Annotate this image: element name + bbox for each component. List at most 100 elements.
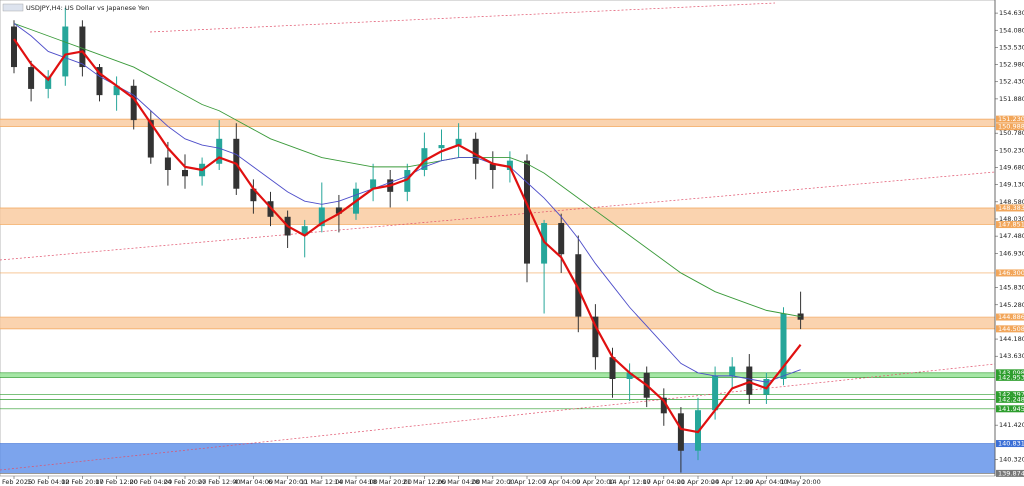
candle-body [472, 138, 479, 164]
candle-body [746, 366, 753, 395]
level-label: 144.508 [998, 325, 1024, 333]
x-tick-label: 14 Mar 04:00 [334, 478, 377, 486]
y-tick-label: 154.080 [999, 26, 1024, 34]
level-box [996, 204, 1024, 212]
level-label: 147.851 [998, 221, 1024, 229]
candles [11, 7, 804, 473]
x-tick-label: 7 Apr 04:00 [542, 478, 580, 486]
y-tick-label: 150.230 [999, 146, 1024, 154]
candle-body [28, 67, 35, 89]
y-tick-label: 152.430 [999, 78, 1024, 86]
x-tick-label: 17 Feb 12:00 [95, 478, 138, 486]
level-box [996, 313, 1024, 321]
candle-body [455, 138, 462, 146]
trend-line [0, 363, 996, 471]
zone [0, 119, 995, 127]
y-tick-label: 151.880 [999, 95, 1024, 103]
candle-body [62, 26, 69, 77]
candle-body [96, 67, 103, 96]
moving-average [13, 38, 802, 434]
level-label: 142.953 [998, 373, 1024, 381]
candle-body [404, 170, 411, 192]
candle-body [113, 85, 120, 96]
x-tick-label: 14 Apr 12:00 [608, 478, 650, 486]
x-tick-label: 10 Feb 04:00 [27, 478, 70, 486]
candle-body [438, 145, 445, 149]
level-box [996, 391, 1024, 399]
candle-body [335, 207, 342, 214]
candle-body [11, 26, 17, 68]
level-label: 142.397 [998, 391, 1024, 399]
candle-body [780, 313, 787, 380]
y-tick-label: 147.480 [999, 232, 1024, 240]
candle-body [130, 85, 137, 121]
candle-body [558, 223, 565, 255]
y-tick-label: 152.980 [999, 61, 1024, 69]
candle-body [147, 120, 154, 158]
trend-line [149, 2, 776, 33]
zone [0, 372, 995, 378]
level-label: 150.988 [998, 123, 1024, 131]
y-tick-label: 145.280 [999, 301, 1024, 309]
level-label: 142.248 [998, 395, 1024, 403]
chart-title: USDJPY,H4: US Dollar vs Japanese Yen [26, 4, 149, 12]
y-tick-label: 150.780 [999, 129, 1024, 137]
candle-body [164, 157, 171, 171]
level-box [996, 369, 1024, 377]
y-tick-label: 145.830 [999, 284, 1024, 292]
y-tick-label: 148.580 [999, 198, 1024, 206]
moving-average [13, 23, 801, 383]
level-box [996, 440, 1024, 448]
level-box [996, 469, 1024, 477]
level-label: 148.383 [998, 204, 1024, 212]
y-tick-label: 154.630 [999, 9, 1024, 17]
y-tick-label: 143.630 [999, 352, 1024, 360]
x-tick-label: 20 Feb 04:00 [129, 478, 172, 486]
level-box [996, 395, 1024, 403]
zones [0, 118, 995, 474]
moving-averages [13, 22, 802, 434]
x-tick-label: 27 Feb 12:00 [198, 478, 241, 486]
x-tick-label: 12 Feb 20:00 [61, 478, 104, 486]
x-tick-label: 4 Mar 04:00 [234, 478, 273, 486]
zone [0, 317, 995, 329]
window-icon [2, 3, 24, 12]
candle-body [575, 254, 582, 317]
y-tick-label: 140.320 [999, 455, 1024, 463]
level-label: 146.300 [998, 269, 1024, 277]
candle-body [421, 148, 428, 171]
candle-body [301, 226, 308, 236]
y-tick-label: 146.930 [999, 249, 1024, 257]
candle-body [216, 138, 223, 164]
candle-body [592, 316, 599, 358]
level-label: 151.230 [998, 115, 1024, 123]
level-label: 144.886 [998, 313, 1024, 321]
x-tick-label: 17 Apr 04:00 [643, 478, 685, 486]
candle-body [541, 223, 548, 264]
x-tick-label: 29 Apr 04:00 [745, 478, 787, 486]
level-box [996, 221, 1024, 229]
x-tick-label: 18 Mar 20:00 [368, 478, 411, 486]
candle-body [677, 413, 684, 451]
x-tick-label: 6 Mar 20:00 [268, 478, 307, 486]
x-tick-label: 21 Mar 12:00 [403, 478, 446, 486]
level-label: 143.098 [998, 369, 1024, 377]
x-tick-label: 1 May 20:00 [780, 478, 820, 486]
candle-body [626, 372, 633, 380]
level-box [996, 115, 1024, 123]
y-tick-label: 141.420 [999, 421, 1024, 429]
candle-body [609, 357, 616, 380]
level-label: 140.831 [998, 440, 1024, 448]
x-tick-label: 24 Feb 20:00 [164, 478, 207, 486]
zone [0, 207, 995, 225]
plot-area [0, 0, 996, 477]
x-tick-label: 2 Apr 12:00 [508, 478, 546, 486]
y-tick-label: 148.030 [999, 215, 1024, 223]
y-tick-label: 153.530 [999, 43, 1024, 51]
candle-body [660, 397, 667, 414]
candle-body [729, 366, 736, 376]
x-tick-label: 5 Feb 2025 [0, 478, 32, 486]
level-box [996, 405, 1024, 413]
x-tick-label: 21 Apr 20:00 [677, 478, 719, 486]
